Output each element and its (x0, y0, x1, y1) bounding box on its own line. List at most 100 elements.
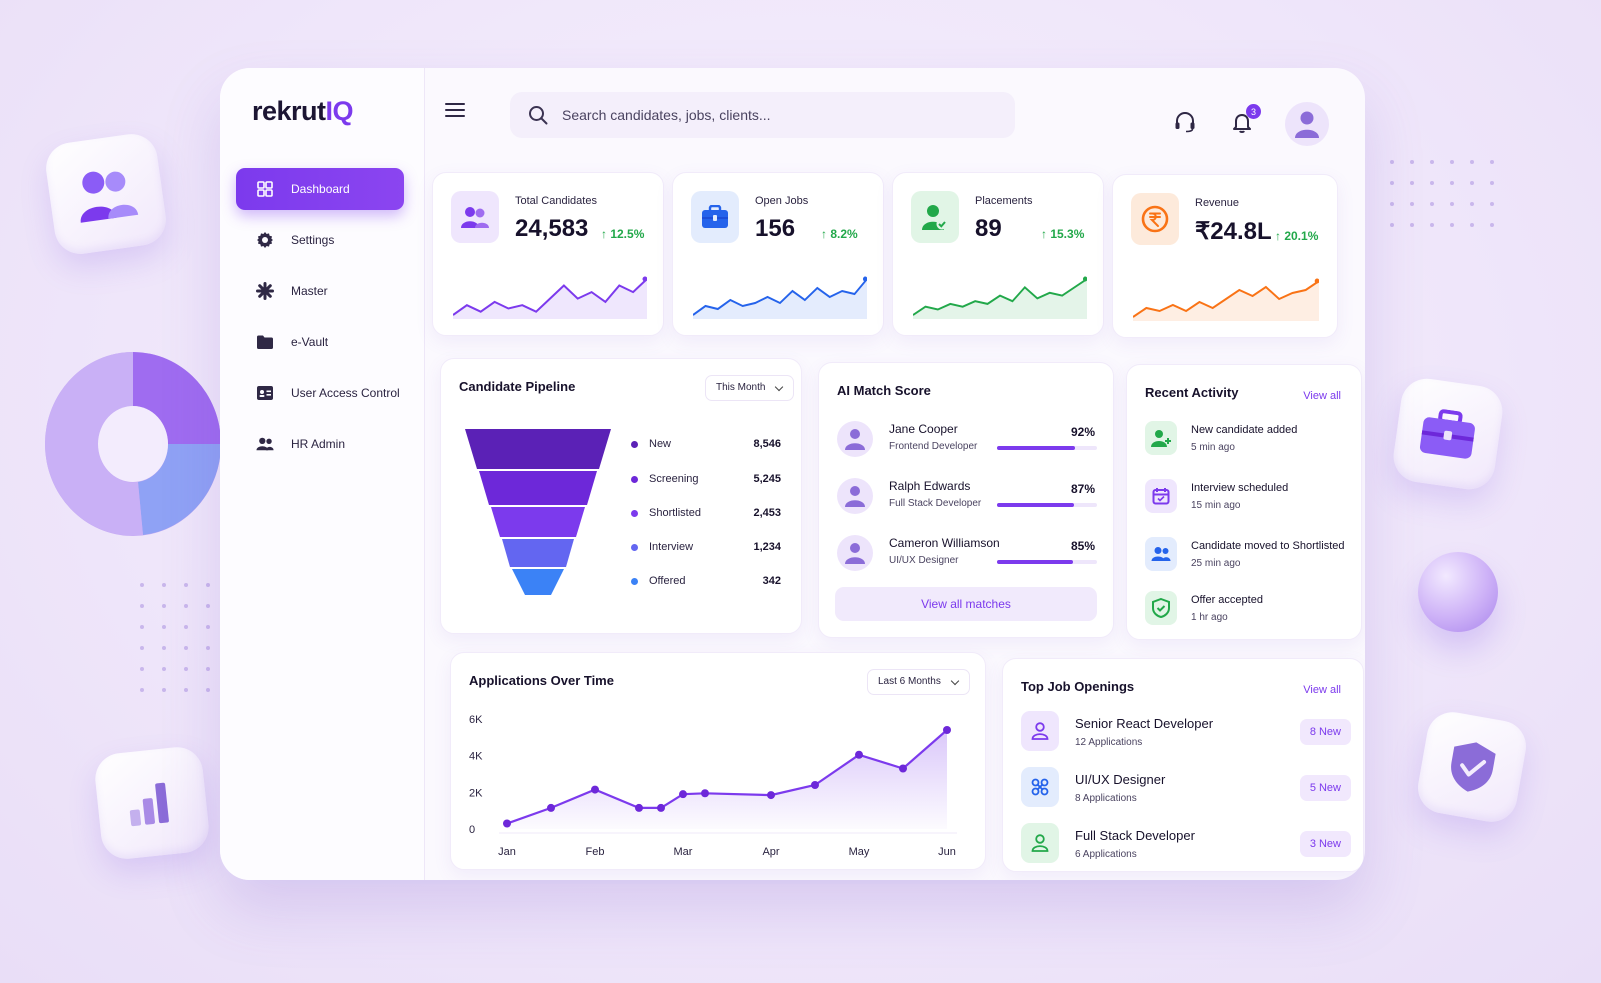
shield-decoration-tile (1413, 708, 1531, 826)
job-applications-count: 12 Applications (1075, 737, 1143, 748)
job-icon-box (1021, 823, 1059, 863)
avatar[interactable] (1285, 102, 1329, 146)
notifications-button[interactable]: 3 (1230, 104, 1261, 134)
sparkline-total-candidates (453, 276, 647, 319)
funnel-stage-screening (479, 471, 597, 505)
job-opening-row[interactable]: Senior React Developer 12 Applications 8… (1021, 711, 1351, 757)
activity-title: Offer accepted (1191, 594, 1263, 606)
card-title: Candidate Pipeline (459, 379, 576, 394)
legend-value: 342 (762, 575, 781, 587)
card-title: Recent Activity (1145, 385, 1239, 400)
job-title: UI/UX Designer (1075, 772, 1166, 787)
x-tick-label: Jan (498, 846, 516, 858)
sparkline-end-point (862, 276, 867, 282)
y-tick-label: 6K (469, 714, 483, 726)
sparkline-line (913, 278, 1087, 316)
stat-change: ↑ 12.5% (601, 227, 645, 241)
stat-value: 89 (975, 215, 1002, 242)
activity-view-all-link[interactable]: View all (1303, 390, 1341, 402)
activity-time: 1 hr ago (1191, 612, 1228, 623)
data-point (679, 790, 687, 799)
grid-icon (256, 180, 274, 198)
data-point (591, 785, 599, 794)
sidebar-item-master[interactable]: Master (236, 270, 404, 312)
dashboard-window: rekrutIQ Dashboard Settings Master (220, 68, 1365, 880)
data-point (855, 750, 863, 759)
avatar (837, 478, 873, 514)
job-opening-row[interactable]: UI/UX Designer 8 Applications 5 New (1021, 767, 1351, 813)
data-point (635, 803, 643, 812)
job-title: Full Stack Developer (1075, 828, 1195, 843)
sidebar-item-dashboard[interactable]: Dashboard (236, 168, 404, 210)
shield-check-icon (1152, 598, 1170, 618)
legend-label: Interview (649, 541, 694, 553)
funnel-stage-new (465, 429, 611, 469)
sparkline-open-jobs (693, 276, 867, 319)
search-bar[interactable] (510, 92, 1015, 138)
brand-logo[interactable]: rekrutIQ (252, 96, 354, 126)
view-all-matches-button[interactable]: View all matches (835, 587, 1097, 621)
briefcase-icon (702, 205, 728, 228)
new-applications-badge[interactable]: 3 New (1299, 831, 1351, 857)
job-icon-box (1021, 711, 1059, 751)
search-input[interactable] (562, 107, 982, 123)
sidebar-item-label: HR Admin (291, 437, 346, 451)
design-icon (1031, 778, 1049, 796)
match-percentage: 85% (1070, 539, 1095, 553)
card-title: Applications Over Time (469, 673, 614, 688)
sidebar-item-user-access-control[interactable]: User Access Control (236, 372, 404, 414)
sidebar-item-settings[interactable]: Settings (236, 219, 404, 261)
avatar (837, 535, 873, 571)
legend-row-offered: Offered 342 (631, 574, 781, 590)
new-applications-badge[interactable]: 5 New (1299, 775, 1351, 801)
pipeline-period-dropdown[interactable]: This Month (705, 375, 795, 401)
sparkline-line (693, 278, 867, 316)
users-icon (1151, 547, 1171, 561)
sparkline-revenue (1133, 278, 1319, 321)
stat-value: ₹24.8L (1195, 218, 1272, 245)
users-decoration-tile (42, 130, 170, 258)
jobs-view-all-link[interactable]: View all (1303, 684, 1341, 696)
user-avatar-icon (845, 543, 865, 564)
new-applications-badge[interactable]: 8 New (1299, 719, 1351, 745)
sparkline-end-point (1314, 278, 1319, 284)
match-row[interactable]: Ralph Edwards Full Stack Developer 87% (837, 476, 1101, 520)
activity-item[interactable]: Interview scheduled 15 min ago (1145, 479, 1355, 523)
activity-icon-box (1145, 421, 1177, 455)
match-percentage: 87% (1070, 482, 1095, 496)
legend-row-screening: Screening 5,245 (631, 472, 781, 488)
match-row[interactable]: Cameron Williamson UI/UX Designer 85% (837, 533, 1101, 577)
activity-item[interactable]: New candidate added 5 min ago (1145, 421, 1355, 465)
sidebar-item-hr-admin[interactable]: HR Admin (236, 423, 404, 465)
activity-item[interactable]: Candidate moved to Shortlisted 25 min ag… (1145, 537, 1355, 581)
stat-card-placements[interactable]: Placements 89 ↑ 15.3% (892, 172, 1104, 336)
activity-item[interactable]: Offer accepted 1 hr ago (1145, 591, 1355, 635)
candidate-name: Jane Cooper (889, 422, 958, 436)
stat-change: ↑ 8.2% (821, 227, 858, 241)
stat-label: Revenue (1195, 197, 1240, 209)
match-row[interactable]: Jane Cooper Frontend Developer 92% (837, 419, 1101, 463)
stat-card-revenue[interactable]: Revenue ₹24.8L ↑ 20.1% (1112, 174, 1338, 338)
menu-icon[interactable] (445, 102, 465, 118)
sparkline-placements (913, 276, 1087, 319)
users-icon (256, 435, 274, 453)
sparkline-line (1133, 280, 1319, 318)
stat-card-total-candidates[interactable]: Total Candidates 24,583 ↑ 12.5% (432, 172, 664, 336)
headset-icon[interactable] (1173, 110, 1197, 134)
match-progress-fill (997, 560, 1073, 564)
recent-activity-card: Recent Activity View all New candidate a… (1126, 364, 1362, 640)
job-opening-row[interactable]: Full Stack Developer 6 Applications 3 Ne… (1021, 823, 1351, 869)
applications-period-dropdown[interactable]: Last 6 Months (867, 669, 970, 695)
legend-dot (631, 441, 638, 448)
sidebar-item-label: Dashboard (291, 182, 350, 196)
x-tick-label: May (849, 846, 870, 858)
stat-icon-box (691, 191, 739, 243)
match-progress-bar (997, 503, 1097, 507)
candidate-name: Cameron Williamson (889, 536, 1000, 550)
stat-card-open-jobs[interactable]: Open Jobs 156 ↑ 8.2% (672, 172, 884, 336)
user-icon (1031, 834, 1049, 852)
user-icon (1031, 722, 1049, 740)
sidebar-item-label: User Access Control (291, 386, 400, 400)
sidebar-item-evault[interactable]: e-Vault (236, 321, 404, 363)
sparkline-area (693, 279, 867, 319)
